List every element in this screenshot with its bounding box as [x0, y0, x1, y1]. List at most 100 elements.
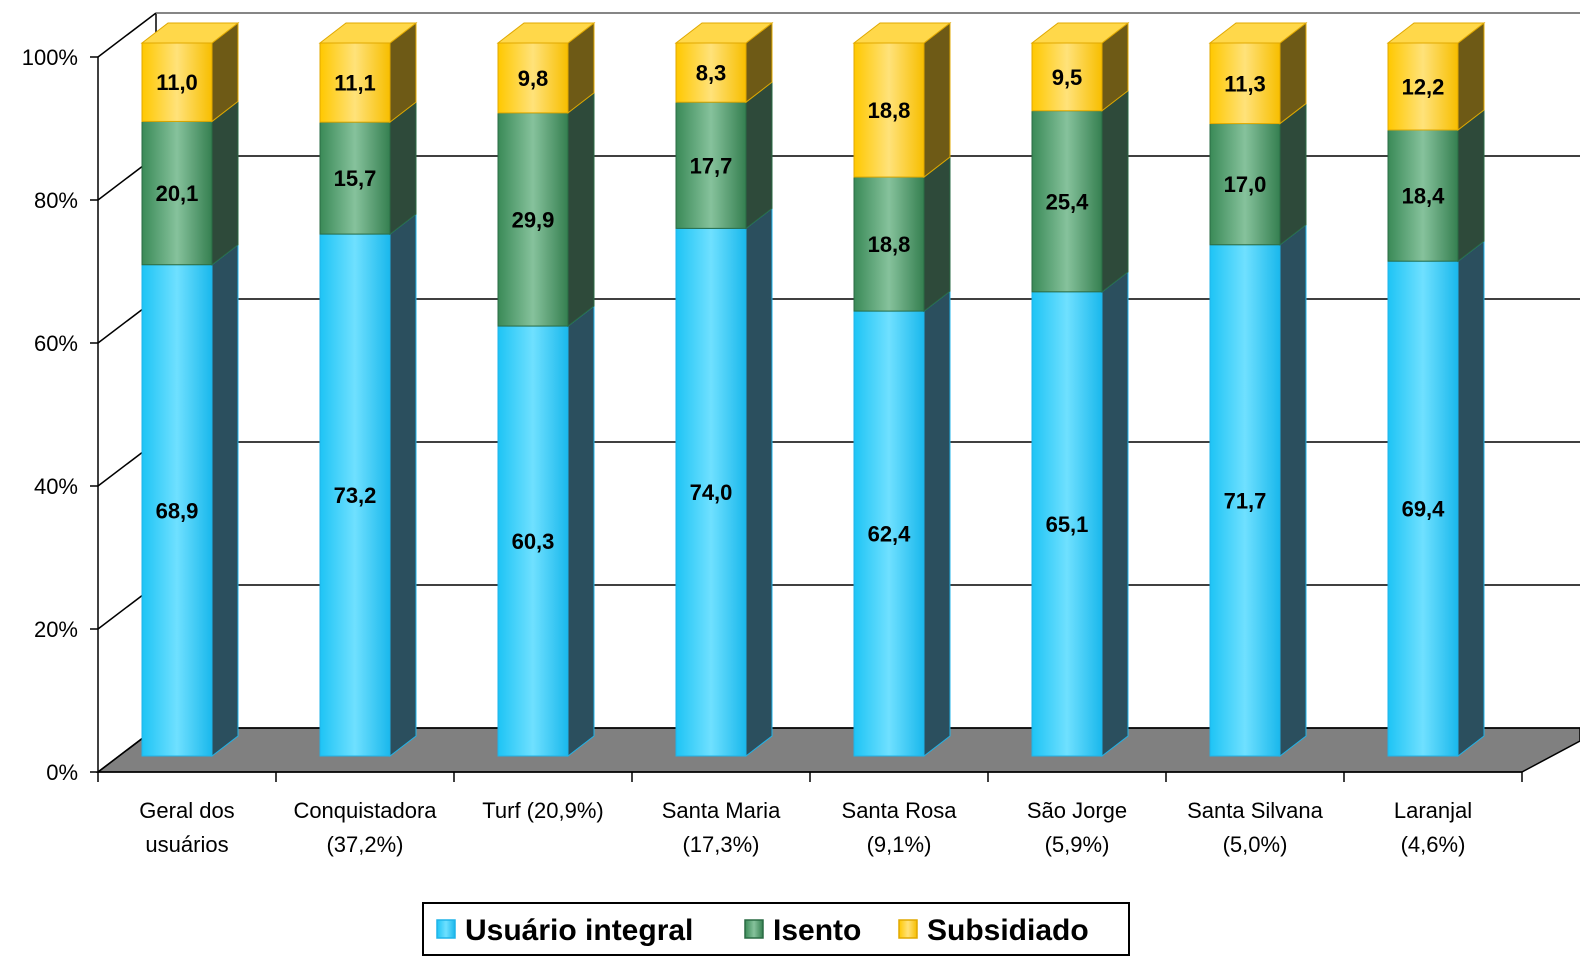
bar-side-Isento	[1279, 102, 1307, 246]
data-label: 74,0	[690, 480, 733, 505]
x-tick-label: (5,0%)	[1223, 832, 1288, 857]
bar-top-Subsidiado	[1386, 22, 1486, 44]
bar-side-Isento	[211, 100, 239, 266]
bar-side-Isento	[923, 156, 951, 313]
chart-frame	[90, 12, 1580, 782]
data-label: 11,0	[156, 70, 198, 95]
data-label: 71,7	[1224, 488, 1267, 513]
bar-top-Subsidiado	[852, 22, 952, 44]
bar-side-Isento	[1101, 89, 1129, 293]
x-tick-label: Santa Rosa	[842, 798, 958, 823]
bar-segment-Isento	[1031, 110, 1103, 293]
bar-side-Usuário integral	[1457, 240, 1485, 758]
data-label: 12,2	[1402, 74, 1445, 99]
bar-segment-Isento	[141, 120, 213, 266]
bar-side-Usuário integral	[567, 305, 595, 758]
bar-segment-Isento	[319, 121, 391, 235]
x-tick-label: São Jorge	[1027, 798, 1127, 823]
chart-bars	[140, 21, 1486, 758]
bar-side-Isento	[745, 81, 773, 230]
bar-segment-Isento	[1209, 123, 1281, 246]
bar-top-Subsidiado	[674, 22, 774, 44]
bar-segment-Usuário integral	[1031, 291, 1103, 757]
legend-entry: Isento	[773, 914, 861, 947]
bar-segment-Isento	[1387, 129, 1459, 262]
y-tick-label: 100%	[22, 45, 78, 70]
data-label: 17,0	[1224, 172, 1267, 197]
bar-top-Subsidiado	[1030, 22, 1130, 44]
data-label: 62,4	[868, 522, 912, 547]
y-tick-label: 80%	[34, 188, 78, 213]
bar-side-Isento	[389, 101, 417, 236]
data-label: 18,4	[1402, 184, 1446, 209]
bar-side-Subsidiado	[923, 21, 951, 179]
side-wall-line	[97, 12, 157, 58]
bar-side-Isento	[567, 91, 595, 328]
x-tick-label: (17,3%)	[682, 832, 759, 857]
x-tick-label: Turf (20,9%)	[482, 798, 603, 823]
x-tick-label: Laranjal	[1394, 798, 1472, 823]
data-label: 68,9	[156, 498, 199, 523]
bar-segment-Usuário integral	[141, 264, 213, 757]
data-label: 11,3	[1224, 71, 1266, 96]
x-tick-label: Geral dos	[139, 798, 234, 823]
legend-swatch	[744, 919, 764, 939]
data-label: 17,7	[690, 153, 733, 178]
x-tick-label: Conquistadora	[293, 798, 437, 823]
bar-side-Isento	[1457, 108, 1485, 263]
data-label: 20,1	[156, 181, 199, 206]
legend-swatch	[436, 919, 456, 939]
data-label: 8,3	[696, 61, 727, 86]
data-label: 15,7	[334, 166, 377, 191]
x-tick-label: (37,2%)	[326, 832, 403, 857]
data-label: 9,5	[1052, 65, 1083, 90]
bar-top-Subsidiado	[318, 22, 418, 44]
bar-segment-Usuário integral	[675, 227, 747, 757]
bar-segment-Usuário integral	[853, 310, 925, 757]
y-tick-label: 40%	[34, 474, 78, 499]
data-label: 9,8	[518, 66, 549, 91]
bar-segment-Subsidiado	[1031, 42, 1103, 112]
bar-segment-Subsidiado	[675, 42, 747, 103]
chart-text: 0% 20% 40% 60% 80% 100% 68,9 20,1 11,0 Geral dos u…	[22, 45, 1472, 857]
data-label: 69,4	[1402, 497, 1446, 522]
bar-segment-Usuário integral	[1209, 244, 1281, 757]
bar-segment-Isento	[497, 112, 569, 327]
y-tick-label: 0%	[46, 760, 78, 785]
legend-swatch	[898, 919, 918, 939]
bar-side-Usuário integral	[1101, 270, 1129, 758]
bar-side-Usuário integral	[1279, 223, 1307, 758]
bar-top-Subsidiado	[496, 22, 596, 44]
legend-box	[422, 902, 1130, 956]
bar-top-Subsidiado	[140, 22, 240, 44]
data-label: 73,2	[334, 483, 377, 508]
bar-side-Usuário integral	[745, 207, 773, 758]
x-tick-label: Santa Maria	[662, 798, 781, 823]
bar-segment-Isento	[853, 176, 925, 312]
x-tick-label: (5,9%)	[1045, 832, 1110, 857]
bar-segment-Usuário integral	[497, 325, 569, 757]
bar-segment-Subsidiado	[141, 42, 213, 122]
data-label: 29,9	[512, 207, 555, 232]
x-tick-label: Santa Silvana	[1187, 798, 1324, 823]
bar-segment-Subsidiado	[1209, 42, 1281, 125]
data-label: 11,1	[334, 71, 376, 96]
data-label: 25,4	[1046, 189, 1090, 214]
data-label: 18,8	[868, 232, 911, 257]
x-tick-label: (9,1%)	[867, 832, 932, 857]
data-label: 60,3	[512, 529, 555, 554]
bar-segment-Isento	[675, 101, 747, 229]
y-tick-label: 20%	[34, 617, 78, 642]
bar-segment-Usuário integral	[319, 233, 391, 757]
bar-segment-Subsidiado	[497, 42, 569, 114]
bar-segment-Usuário integral	[1387, 260, 1459, 757]
x-tick-label: (4,6%)	[1401, 832, 1466, 857]
bar-segment-Subsidiado	[319, 42, 391, 123]
bar-side-Usuário integral	[923, 290, 951, 758]
y-tick-label: 60%	[34, 331, 78, 356]
data-label: 65,1	[1046, 512, 1089, 537]
legend-entry: Subsidiado	[927, 914, 1089, 947]
bar-side-Usuário integral	[211, 243, 239, 758]
